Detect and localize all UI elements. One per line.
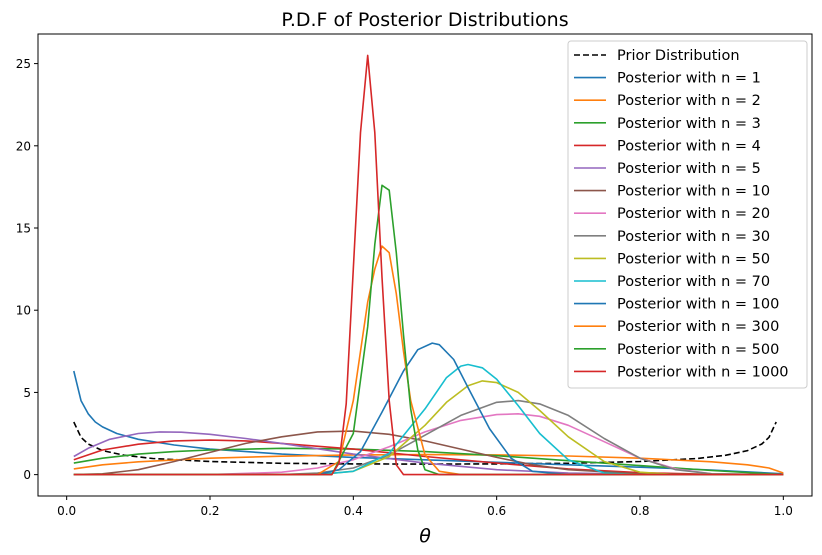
- x-tick-label: 0.8: [630, 504, 649, 518]
- y-axis-ticks: 0 5 10 15 20 25: [16, 57, 38, 482]
- legend-label: Posterior with n = 5: [617, 161, 761, 177]
- legend-label: Posterior with n = 2: [617, 93, 761, 109]
- x-tick-label: 0.0: [57, 504, 76, 518]
- y-tick-label: 25: [16, 57, 31, 71]
- plot-lines: [73, 54, 784, 476]
- y-tick-label: 5: [23, 386, 31, 400]
- series-line-13: [73, 184, 784, 476]
- axes-frame: [37, 33, 813, 497]
- x-axis-ticks: 0.0 0.2 0.4 0.6 0.8 1.0: [57, 496, 793, 518]
- series-line-4: [73, 439, 784, 476]
- series-line-9: [73, 380, 784, 476]
- y-tick-label: 10: [16, 304, 31, 318]
- legend-label: Posterior with n = 1000: [617, 364, 789, 380]
- legend-label: Posterior with n = 4: [617, 138, 761, 154]
- legend-box: [567, 40, 808, 389]
- x-tick-label: 0.2: [200, 504, 219, 518]
- x-tick-label: 1.0: [774, 504, 793, 518]
- series-line-7: [73, 413, 784, 476]
- legend-label: Posterior with n = 70: [617, 274, 770, 290]
- legend-label: Posterior with n = 3: [617, 116, 761, 132]
- series-line-2: [73, 453, 784, 474]
- legend-label: Posterior with n = 20: [617, 206, 770, 222]
- series-line-0: [73, 421, 777, 465]
- legend-label: Posterior with n = 10: [617, 184, 770, 200]
- chart-title: P.D.F of Posterior Distributions: [281, 9, 568, 31]
- legend-label: Posterior with n = 1: [617, 71, 761, 87]
- series-line-10: [73, 363, 784, 476]
- legend-label: Posterior with n = 30: [617, 229, 770, 245]
- legend-label: Posterior with n = 300: [617, 319, 779, 335]
- series-line-1: [73, 370, 784, 475]
- x-axis-label: θ: [419, 525, 431, 547]
- legend-label: Posterior with n = 500: [617, 342, 779, 358]
- x-tick-label: 0.4: [344, 504, 363, 518]
- series-line-12: [73, 245, 784, 476]
- y-tick-label: 0: [23, 468, 31, 482]
- series-line-14: [73, 54, 784, 476]
- x-tick-label: 0.6: [487, 504, 506, 518]
- y-tick-label: 20: [16, 139, 31, 153]
- legend-label: Posterior with n = 50: [617, 251, 770, 267]
- y-tick-label: 15: [16, 222, 31, 236]
- legend-label: Posterior with n = 100: [617, 297, 779, 313]
- legend-label: Prior Distribution: [617, 48, 740, 64]
- legend: Prior Distribution Posterior with n = 1 Po…: [567, 40, 808, 389]
- series-line-11: [73, 342, 784, 476]
